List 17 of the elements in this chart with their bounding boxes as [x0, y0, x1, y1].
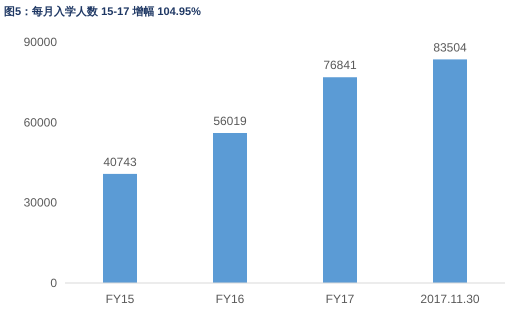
y-tick-label: 0 — [50, 276, 58, 290]
x-tick-label: FY16 — [216, 292, 245, 306]
x-tick-label: FY15 — [106, 292, 135, 306]
x-tick-label: 2017.11.30 — [420, 292, 480, 306]
bar — [213, 132, 247, 283]
data-label: 40743 — [103, 154, 138, 169]
chart-title: 图5：每月入学人数 15-17 增幅 104.95% — [4, 5, 202, 18]
bar — [323, 77, 357, 283]
x-tick-label: FY17 — [326, 292, 355, 306]
y-tick-label: 60000 — [24, 115, 58, 130]
data-label: 76841 — [323, 58, 358, 72]
data-label: 83504 — [433, 40, 468, 54]
data-label: 56019 — [213, 114, 248, 128]
bar — [103, 174, 137, 283]
y-tick-label: 90000 — [24, 35, 58, 49]
y-tick-label: 30000 — [24, 196, 58, 210]
bar — [433, 59, 467, 283]
